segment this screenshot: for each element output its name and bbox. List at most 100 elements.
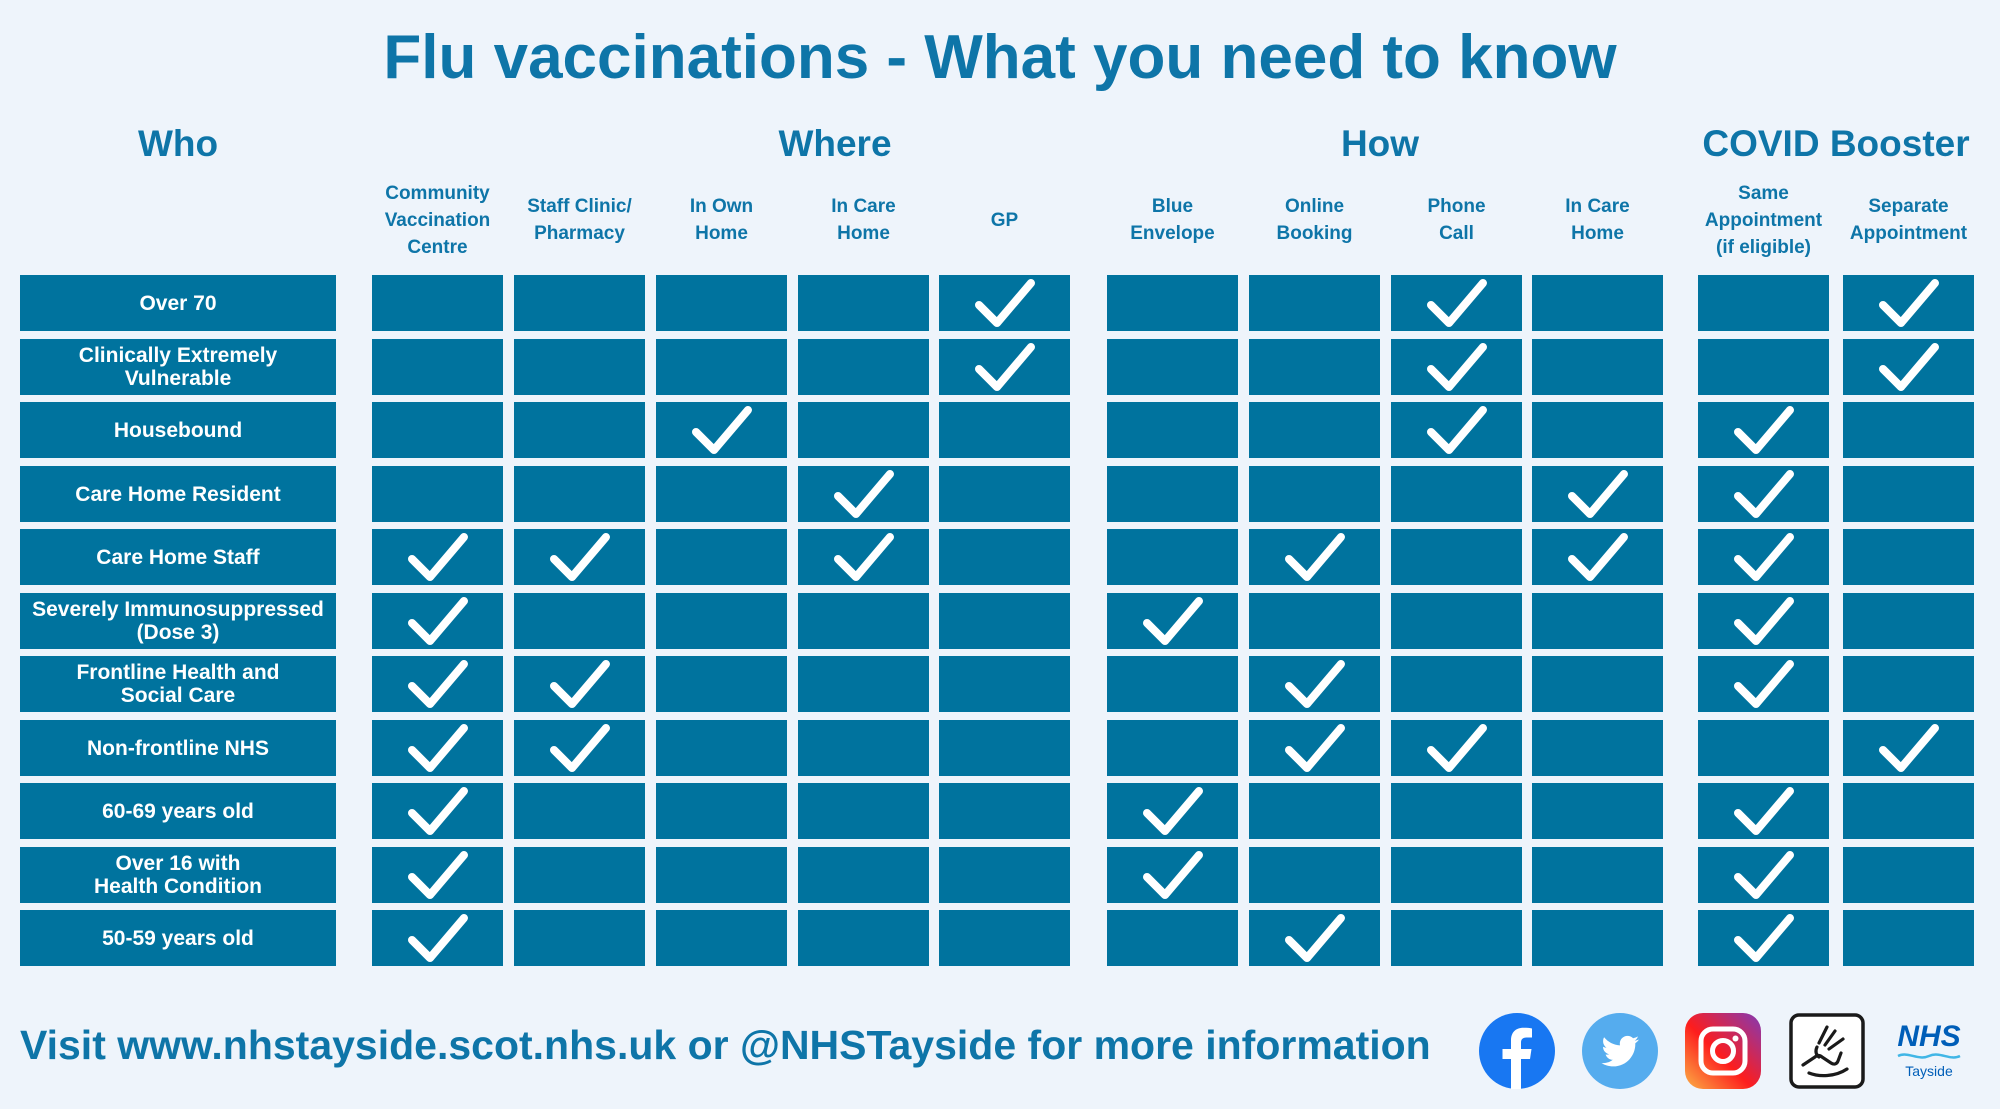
empty-cell	[656, 593, 787, 649]
check-cell	[1249, 529, 1380, 585]
check-cell	[656, 402, 787, 458]
twitter-icon[interactable]	[1582, 1013, 1658, 1089]
empty-cell	[1532, 910, 1663, 966]
check-cell	[372, 720, 503, 776]
check-icon	[1878, 724, 1939, 772]
empty-cell	[798, 593, 929, 649]
check-icon	[1426, 724, 1487, 772]
check-icon	[833, 470, 894, 518]
check-icon	[1567, 533, 1628, 581]
check-cell	[1698, 656, 1829, 712]
empty-cell	[1843, 402, 1974, 458]
check-icon	[1878, 343, 1939, 391]
check-cell	[1698, 847, 1829, 903]
check-icon	[1733, 914, 1794, 962]
empty-cell	[372, 339, 503, 395]
check-icon	[974, 279, 1035, 327]
empty-cell	[1532, 339, 1663, 395]
check-icon	[1426, 279, 1487, 327]
empty-cell	[1532, 656, 1663, 712]
row-label: Care Home Staff	[20, 529, 336, 585]
empty-cell	[1843, 466, 1974, 522]
nhs-tayside-logo: NHS Tayside	[1897, 1020, 1960, 1079]
column-header: GP	[990, 209, 1019, 231]
check-cell	[1698, 910, 1829, 966]
check-cell	[1698, 783, 1829, 839]
empty-cell	[656, 847, 787, 903]
empty-cell	[656, 466, 787, 522]
check-icon	[1878, 279, 1939, 327]
column-header: In Care Home	[831, 196, 896, 244]
row-label: Non-frontline NHS	[20, 720, 336, 776]
check-icon	[1733, 597, 1794, 645]
check-cell	[372, 529, 503, 585]
check-cell	[1391, 339, 1522, 395]
check-cell	[1107, 847, 1238, 903]
check-cell	[372, 910, 503, 966]
row-label: Severely Immunosuppressed (Dose 3)	[20, 593, 336, 649]
check-cell	[372, 593, 503, 649]
empty-cell	[1843, 783, 1974, 839]
check-cell	[1249, 910, 1380, 966]
nhs-logo-subtext: Tayside	[1905, 1063, 1953, 1079]
empty-cell	[1698, 275, 1829, 331]
check-icon	[407, 533, 468, 581]
column-header: In Care Home	[1565, 196, 1630, 244]
row-label: 60-69 years old	[20, 783, 336, 839]
empty-cell	[798, 656, 929, 712]
column-header: Same Appointment (if eligible)	[1704, 182, 1823, 258]
empty-cell	[656, 720, 787, 776]
check-cell	[514, 720, 645, 776]
check-cell	[1698, 593, 1829, 649]
page-title: Flu vaccinations - What you need to know	[383, 23, 1617, 92]
check-icon	[549, 533, 610, 581]
empty-cell	[656, 656, 787, 712]
empty-cell	[1249, 783, 1380, 839]
instagram-icon[interactable]	[1685, 1013, 1761, 1089]
sign-language-icon[interactable]	[1789, 1013, 1865, 1089]
check-cell	[1532, 529, 1663, 585]
check-icon	[1567, 470, 1628, 518]
check-icon	[1733, 660, 1794, 708]
empty-cell	[1843, 529, 1974, 585]
nhs-logo-text: NHS	[1897, 1020, 1960, 1053]
row-label: Over 70	[20, 275, 336, 331]
column-header: Online Booking	[1276, 196, 1353, 244]
empty-cell	[656, 529, 787, 585]
empty-cell	[1391, 593, 1522, 649]
facebook-icon[interactable]	[1479, 1013, 1555, 1089]
empty-cell	[939, 656, 1070, 712]
check-icon	[1284, 914, 1345, 962]
check-cell	[1843, 720, 1974, 776]
check-icon	[1733, 406, 1794, 454]
check-icon	[549, 724, 610, 772]
check-icon	[1426, 406, 1487, 454]
empty-cell	[1107, 275, 1238, 331]
check-icon	[407, 851, 468, 899]
empty-cell	[1532, 593, 1663, 649]
section-covid-booster: COVID Booster	[1702, 123, 1970, 164]
column-header: Phone Call	[1427, 196, 1486, 244]
empty-cell	[1698, 339, 1829, 395]
empty-cell	[798, 275, 929, 331]
check-icon	[833, 533, 894, 581]
empty-cell	[798, 402, 929, 458]
empty-cell	[656, 275, 787, 331]
check-icon	[1733, 470, 1794, 518]
check-cell	[1698, 529, 1829, 585]
check-icon	[549, 660, 610, 708]
empty-cell	[656, 339, 787, 395]
row-label: Clinically Extremely Vulnerable	[20, 339, 336, 395]
check-icon	[1733, 533, 1794, 581]
empty-cell	[1532, 402, 1663, 458]
empty-cell	[1107, 529, 1238, 585]
empty-cell	[1391, 466, 1522, 522]
empty-cell	[939, 783, 1070, 839]
empty-cell	[514, 466, 645, 522]
empty-cell	[1391, 783, 1522, 839]
empty-cell	[1249, 402, 1380, 458]
check-icon	[691, 406, 752, 454]
empty-cell	[939, 402, 1070, 458]
section-where: Where	[778, 123, 892, 164]
check-cell	[514, 529, 645, 585]
